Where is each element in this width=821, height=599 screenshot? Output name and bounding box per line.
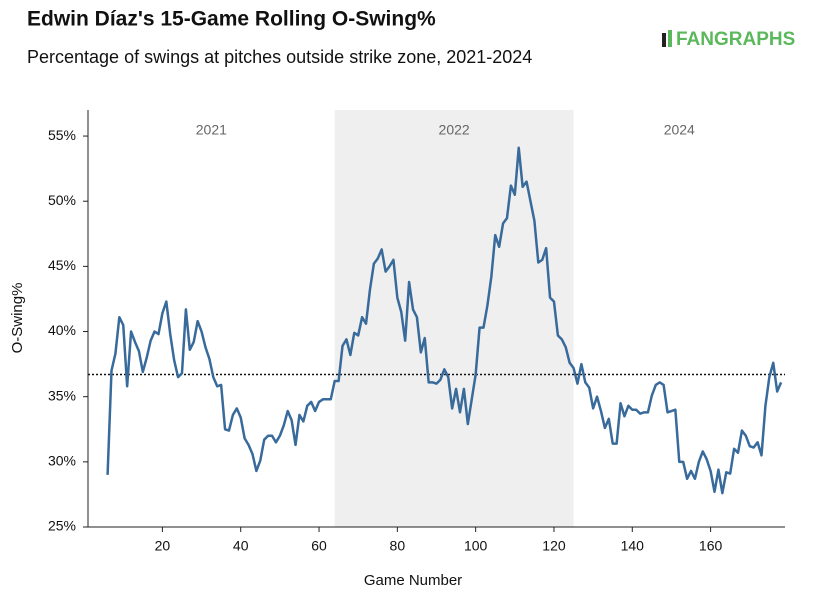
chart-title: Edwin Díaz's 15-Game Rolling O-Swing% bbox=[27, 8, 436, 31]
y-tick-label: 45% bbox=[48, 257, 76, 273]
x-tick-label: 80 bbox=[390, 538, 406, 554]
y-tick-label: 50% bbox=[48, 192, 76, 208]
shaded-region bbox=[334, 110, 574, 527]
logo-icon bbox=[668, 30, 672, 47]
x-tick-label: 100 bbox=[464, 538, 488, 554]
x-tick-label: 20 bbox=[155, 538, 171, 554]
y-tick-label: 30% bbox=[48, 453, 76, 469]
y-tick-label: 40% bbox=[48, 322, 76, 338]
x-tick-label: 140 bbox=[621, 538, 645, 554]
data-line bbox=[106, 146, 783, 495]
x-tick-label: 120 bbox=[542, 538, 566, 554]
logo-text: FANGRAPHS bbox=[676, 29, 795, 50]
x-tick-label: 160 bbox=[699, 538, 723, 554]
season-label: 2024 bbox=[664, 122, 695, 138]
x-tick-label: 40 bbox=[233, 538, 249, 554]
y-tick-label: 55% bbox=[48, 127, 76, 143]
x-axis-label: Game Number bbox=[364, 572, 462, 589]
season-label: 2022 bbox=[439, 122, 470, 138]
x-tick-label: 60 bbox=[311, 538, 327, 554]
y-axis-label: O-Swing% bbox=[9, 283, 26, 354]
chart-subtitle: Percentage of swings at pitches outside … bbox=[27, 47, 532, 67]
season-label: 2021 bbox=[196, 122, 227, 138]
logo-icon bbox=[662, 33, 666, 47]
logo: FANGRAPHS bbox=[662, 29, 795, 50]
y-tick-label: 35% bbox=[48, 387, 76, 403]
y-tick-label: 25% bbox=[48, 518, 76, 534]
